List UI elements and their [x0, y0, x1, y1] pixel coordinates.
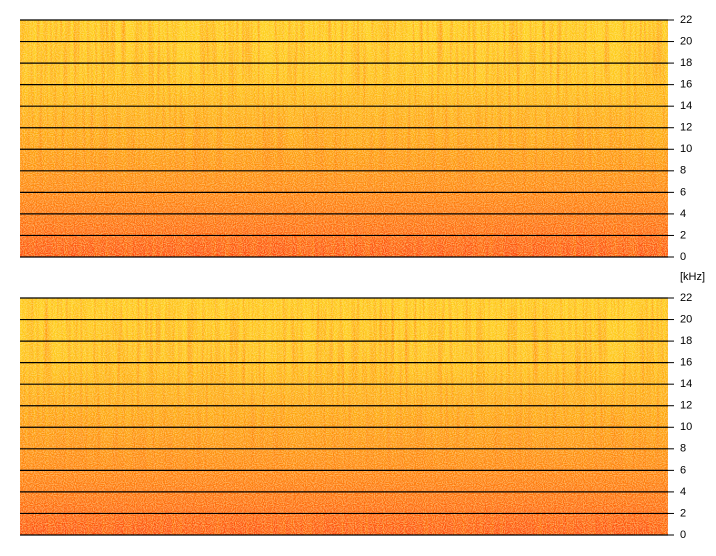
panels: 0 2 4 6 8 10 12 14 16 18 20 22 [kHz] 0 2 4 6 8 10 12 14 16 18 2… [20, 14, 705, 541]
spectrogram-image [20, 20, 668, 257]
y-tick-label: 12 [680, 122, 692, 134]
y-tick-label: 12 [680, 400, 692, 412]
spectrogram-image [20, 298, 668, 535]
y-tick-label: 18 [680, 57, 692, 69]
y-tick-label: 8 [680, 443, 686, 455]
y-tick-label: 20 [680, 35, 692, 47]
y-tick-label: 2 [680, 507, 686, 519]
y-tick-label: 0 [680, 251, 686, 263]
y-tick-label: 22 [680, 14, 692, 26]
y-tick-label: 0 [680, 529, 686, 541]
y-tick-label: 20 [680, 313, 692, 325]
y-axis-label: [kHz] [680, 271, 705, 283]
y-tick-label: 22 [680, 292, 692, 304]
y-tick-label: 4 [680, 208, 686, 220]
y-tick-label: 16 [680, 357, 692, 369]
y-tick-label: 16 [680, 79, 692, 91]
y-tick-label: 10 [680, 143, 692, 155]
y-tick-label: 14 [680, 378, 692, 390]
y-tick-label: 14 [680, 100, 692, 112]
y-tick-label: 8 [680, 165, 686, 177]
y-tick-label: 2 [680, 229, 686, 241]
y-tick-label: 4 [680, 486, 686, 498]
y-tick-label: 18 [680, 335, 692, 347]
y-tick-label: 6 [680, 464, 686, 476]
y-tick-label: 10 [680, 421, 692, 433]
y-tick-label: 6 [680, 186, 686, 198]
